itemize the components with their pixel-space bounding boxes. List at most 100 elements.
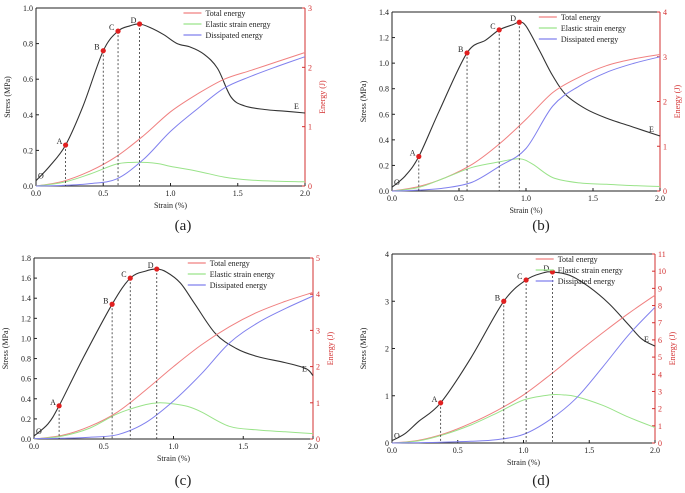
- x-tick-label: 1.0: [519, 446, 529, 455]
- y2-tick-label: 1: [658, 422, 662, 431]
- point-label-a: A: [410, 148, 416, 157]
- x-tick-label: 2.0: [650, 446, 660, 455]
- series-line-elastic-strain-energy: [35, 161, 306, 187]
- y-tick-label: 1.4: [21, 294, 31, 303]
- legend-entry: Total energy: [561, 13, 601, 22]
- point-label-e: E: [644, 335, 649, 344]
- series-line-total-energy: [35, 52, 306, 187]
- point-marker-b: [109, 301, 115, 307]
- point-marker-a: [438, 400, 444, 406]
- y2-tick-label: 0: [316, 435, 320, 444]
- point-label-a: A: [50, 398, 56, 407]
- y-tick-label: 1.6: [21, 274, 31, 283]
- point-label-d: D: [543, 264, 549, 273]
- x-tick-label: 1.0: [521, 194, 531, 203]
- y2-tick-label: 5: [658, 353, 662, 362]
- point-label-c: C: [121, 270, 126, 279]
- point-label-c: C: [517, 272, 522, 281]
- chart-panel-c: 0.0 0.5 1.0 1.5 2.0 0.0 0.2 0.4 0.6 0.8 1.0 1.2 1.4 1…: [1, 254, 335, 489]
- y-tick-label: 1.2: [21, 314, 31, 323]
- y2-tick-label: 3: [316, 326, 320, 335]
- y-tick-label: 4: [385, 250, 389, 259]
- y-tick-label: 0.0: [379, 187, 389, 196]
- point-label-a: A: [57, 137, 63, 146]
- x-tick-label: 1.5: [588, 194, 598, 203]
- series-line-dissipated-energy: [391, 306, 656, 444]
- y2-tick-label: 3: [658, 387, 662, 396]
- point-label-o: O: [38, 172, 44, 181]
- point-label-a: A: [432, 395, 438, 404]
- x-tick-label: 0.0: [387, 446, 397, 455]
- panel-caption: (a): [175, 218, 192, 234]
- y-axis-label: Stress (MPa): [1, 327, 10, 369]
- y2-tick-label: 4: [316, 290, 320, 299]
- y2-axis-label: Energy (J): [673, 84, 682, 118]
- y2-tick-label: 8: [658, 302, 662, 311]
- legend-entry: Total energy: [210, 259, 250, 268]
- point-label-d: D: [148, 261, 154, 270]
- y-tick-label: 0.6: [21, 375, 31, 384]
- y-tick-label: 0.8: [23, 40, 33, 49]
- y2-tick-label: 4: [663, 8, 667, 17]
- point-label-e: E: [302, 365, 307, 374]
- point-marker-a: [62, 142, 69, 148]
- point-marker-c: [115, 28, 121, 34]
- y-tick-label: 1.0: [23, 4, 33, 13]
- x-tick-label: 0.5: [99, 442, 109, 451]
- y2-tick-label: 0: [308, 182, 312, 191]
- x-tick-label: 1.5: [233, 189, 243, 198]
- legend-entry: Total energy: [205, 9, 245, 18]
- y-tick-label: 0.2: [379, 161, 389, 170]
- point-label-e: E: [649, 125, 654, 134]
- y-tick-label: 0.2: [21, 415, 31, 424]
- x-tick-label: 2.0: [655, 194, 665, 203]
- y2-tick-label: 1: [308, 123, 312, 132]
- point-marker-b: [501, 298, 507, 304]
- y2-tick-label: 7: [658, 319, 662, 328]
- y2-tick-label: 4: [658, 370, 662, 379]
- point-marker-b: [464, 50, 470, 56]
- y-tick-label: 1.4: [379, 8, 389, 17]
- series-line-stress: [35, 23, 306, 182]
- y2-tick-label: 2: [658, 405, 662, 414]
- x-axis-label: Strain (%): [507, 458, 540, 467]
- point-label-c: C: [109, 23, 114, 32]
- legend-entry: Elastic strain energy: [558, 266, 623, 275]
- point-label-o: O: [394, 178, 400, 187]
- y2-axis-label: Energy (J): [318, 80, 327, 114]
- x-tick-label: 0.0: [31, 189, 41, 198]
- y-tick-label: 2: [385, 345, 389, 354]
- point-marker-d: [549, 269, 556, 275]
- y2-tick-label: 1: [316, 399, 320, 408]
- y2-tick-label: 2: [663, 98, 667, 107]
- point-marker-c: [496, 27, 502, 33]
- series-line-elastic-strain-energy: [33, 402, 314, 440]
- legend-entry: Total energy: [558, 255, 598, 264]
- panel-caption: (b): [532, 218, 550, 234]
- x-tick-label: 1.5: [238, 442, 248, 451]
- y2-tick-label: 2: [316, 363, 320, 372]
- series-line-dissipated-energy: [391, 56, 661, 192]
- y2-axis-label: Energy (J): [326, 331, 335, 365]
- legend-entry: Dissipated energy: [558, 277, 615, 286]
- chart-panel-b: 0.0 0.5 1.0 1.5 2.0 0.0 0.2 0.4 0.6 0.8 1.0 1.2 1.4 0…: [359, 8, 682, 234]
- y2-tick-label: 3: [663, 53, 667, 62]
- series-line-stress: [391, 271, 656, 442]
- y-axis-label: Stress (MPa): [359, 327, 368, 369]
- point-label-e: E: [294, 102, 299, 111]
- series-line-total-energy: [391, 294, 656, 444]
- y2-tick-label: 10: [658, 267, 666, 276]
- chart-panel-d: 0.0 0.5 1.0 1.5 2.00123401234567891011Strain…: [359, 250, 677, 489]
- point-marker-d: [154, 266, 160, 272]
- y-tick-label: 0: [385, 439, 389, 448]
- x-axis-label: Strain (%): [157, 454, 190, 463]
- x-tick-label: 0.5: [454, 194, 464, 203]
- series-line-elastic-strain-energy: [391, 393, 656, 444]
- panel-caption: (d): [532, 473, 550, 489]
- y-tick-label: 0.8: [379, 85, 389, 94]
- point-marker-a: [56, 403, 62, 409]
- point-marker-c: [523, 277, 529, 283]
- x-tick-label: 0.5: [453, 446, 463, 455]
- legend-entry: Elastic strain energy: [561, 24, 626, 33]
